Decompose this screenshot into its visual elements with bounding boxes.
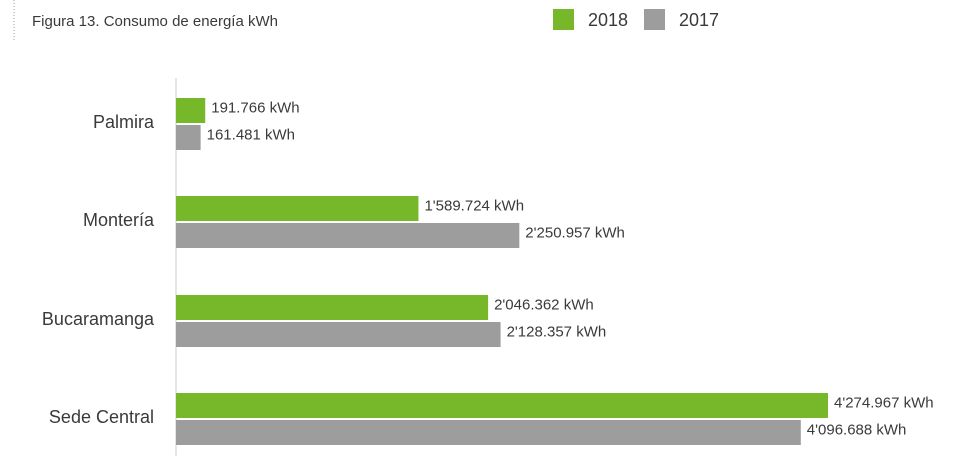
legend-swatch xyxy=(644,9,665,30)
bar xyxy=(176,322,501,347)
legend-label: 2017 xyxy=(679,10,719,30)
value-label: 4'274.967 kWh xyxy=(834,394,934,411)
bar xyxy=(176,420,801,445)
value-label: 1'589.724 kWh xyxy=(424,197,524,214)
y-tick-label: Sede Central xyxy=(49,407,154,427)
bar xyxy=(176,125,201,150)
bar xyxy=(176,393,828,418)
chart-title: Figura 13. Consumo de energía kWh xyxy=(32,13,278,30)
value-label: 2'128.357 kWh xyxy=(507,323,607,340)
value-label: 4'096.688 kWh xyxy=(807,421,907,438)
value-label: 161.481 kWh xyxy=(207,126,295,143)
y-tick-label: Montería xyxy=(83,210,155,230)
bar xyxy=(176,295,489,320)
bar xyxy=(176,98,206,123)
bar xyxy=(176,223,520,248)
legend-label: 2018 xyxy=(588,10,628,30)
y-tick-label: Palmira xyxy=(93,112,155,132)
value-label: 2'250.957 kWh xyxy=(525,224,625,241)
y-tick-label: Bucaramanga xyxy=(42,309,155,329)
bar xyxy=(176,196,419,221)
value-label: 2'046.362 kWh xyxy=(494,296,594,313)
value-label: 191.766 kWh xyxy=(211,99,299,116)
legend-swatch xyxy=(553,9,574,30)
